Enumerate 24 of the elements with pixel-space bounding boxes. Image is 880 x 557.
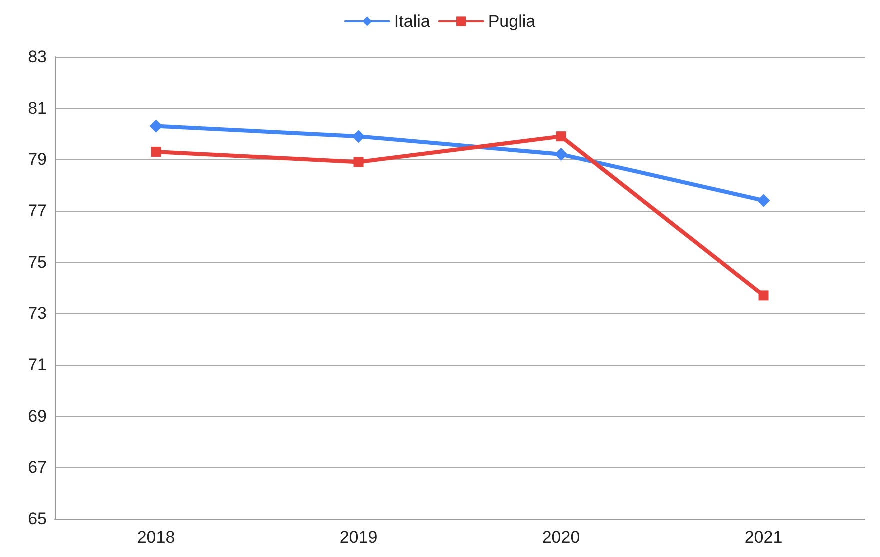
y-tick-label: 81 <box>28 98 47 118</box>
y-tick-label: 69 <box>28 406 47 426</box>
legend-label: Puglia <box>488 12 536 31</box>
point <box>354 157 364 168</box>
x-tick-label: 2018 <box>137 528 176 547</box>
y-tick-label: 79 <box>28 150 47 170</box>
x-tick-label: 2019 <box>340 528 378 547</box>
point <box>556 132 566 142</box>
y-tick-label: 75 <box>28 252 47 272</box>
y-tick-label: 77 <box>28 202 47 220</box>
x-tick-label: 2021 <box>744 528 783 547</box>
y-tick-label: 65 <box>28 510 47 528</box>
point <box>151 146 162 157</box>
y-tick-label: 83 <box>28 48 47 66</box>
legend-label: Italia <box>394 12 431 31</box>
point <box>554 148 568 162</box>
point <box>757 194 770 208</box>
y-tick-label: 71 <box>28 356 47 374</box>
y-tick-label: 73 <box>28 304 47 324</box>
point <box>758 290 769 301</box>
point <box>352 130 366 144</box>
point <box>150 120 163 133</box>
y-tick-label: 67 <box>28 458 47 478</box>
x-tick-label: 2020 <box>542 528 580 547</box>
